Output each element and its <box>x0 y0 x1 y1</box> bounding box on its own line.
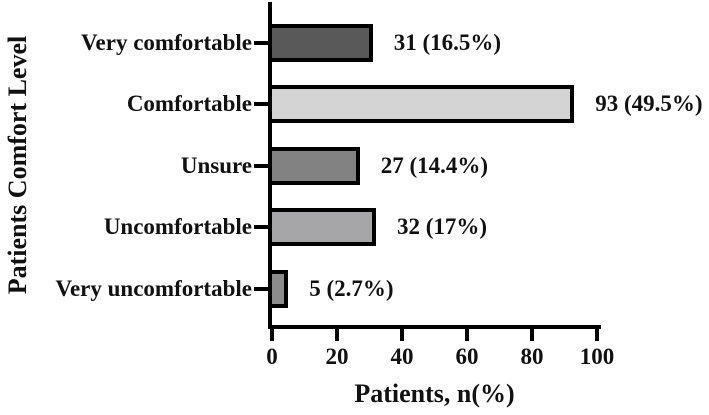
category-tick <box>254 102 268 107</box>
category-tick <box>254 225 268 230</box>
x-axis-tick <box>335 329 339 341</box>
value-label: 32 (17%) <box>397 214 488 240</box>
category-tick <box>254 41 268 45</box>
x-axis-tick-label: 60 <box>455 344 479 369</box>
x-axis-tick-label: 20 <box>325 344 349 369</box>
x-axis-tick-label: 100 <box>579 344 615 369</box>
x-axis-tick-label: 80 <box>520 344 544 369</box>
category-label: Uncomfortable <box>103 214 252 240</box>
x-axis-tick <box>270 329 274 341</box>
bar <box>268 208 376 247</box>
category-label: Very comfortable <box>81 30 252 55</box>
x-axis-tick <box>530 329 534 341</box>
x-axis-tick <box>595 329 599 341</box>
value-label: 27 (14.4%) <box>380 152 489 178</box>
category-label: Unsure <box>180 152 252 178</box>
bar <box>268 24 373 62</box>
bar <box>268 146 360 185</box>
x-axis-tick <box>465 329 469 341</box>
x-axis-tick-label: 0 <box>266 344 278 369</box>
value-label: 93 (49.5%) <box>595 91 703 117</box>
value-label: 31 (16.5%) <box>393 30 502 55</box>
category-tick <box>254 286 268 291</box>
x-axis-line <box>268 325 601 329</box>
x-axis-title: Patients, n(%) <box>354 379 515 408</box>
category-label: Very uncomfortable <box>55 275 252 301</box>
category-tick <box>254 163 268 168</box>
x-axis-tick <box>400 329 404 341</box>
x-axis-tick-label: 40 <box>390 344 414 369</box>
value-label: 5 (2.7%) <box>309 275 394 301</box>
bar <box>268 269 289 308</box>
bar <box>268 85 575 124</box>
category-label: Comfortable <box>126 91 252 117</box>
